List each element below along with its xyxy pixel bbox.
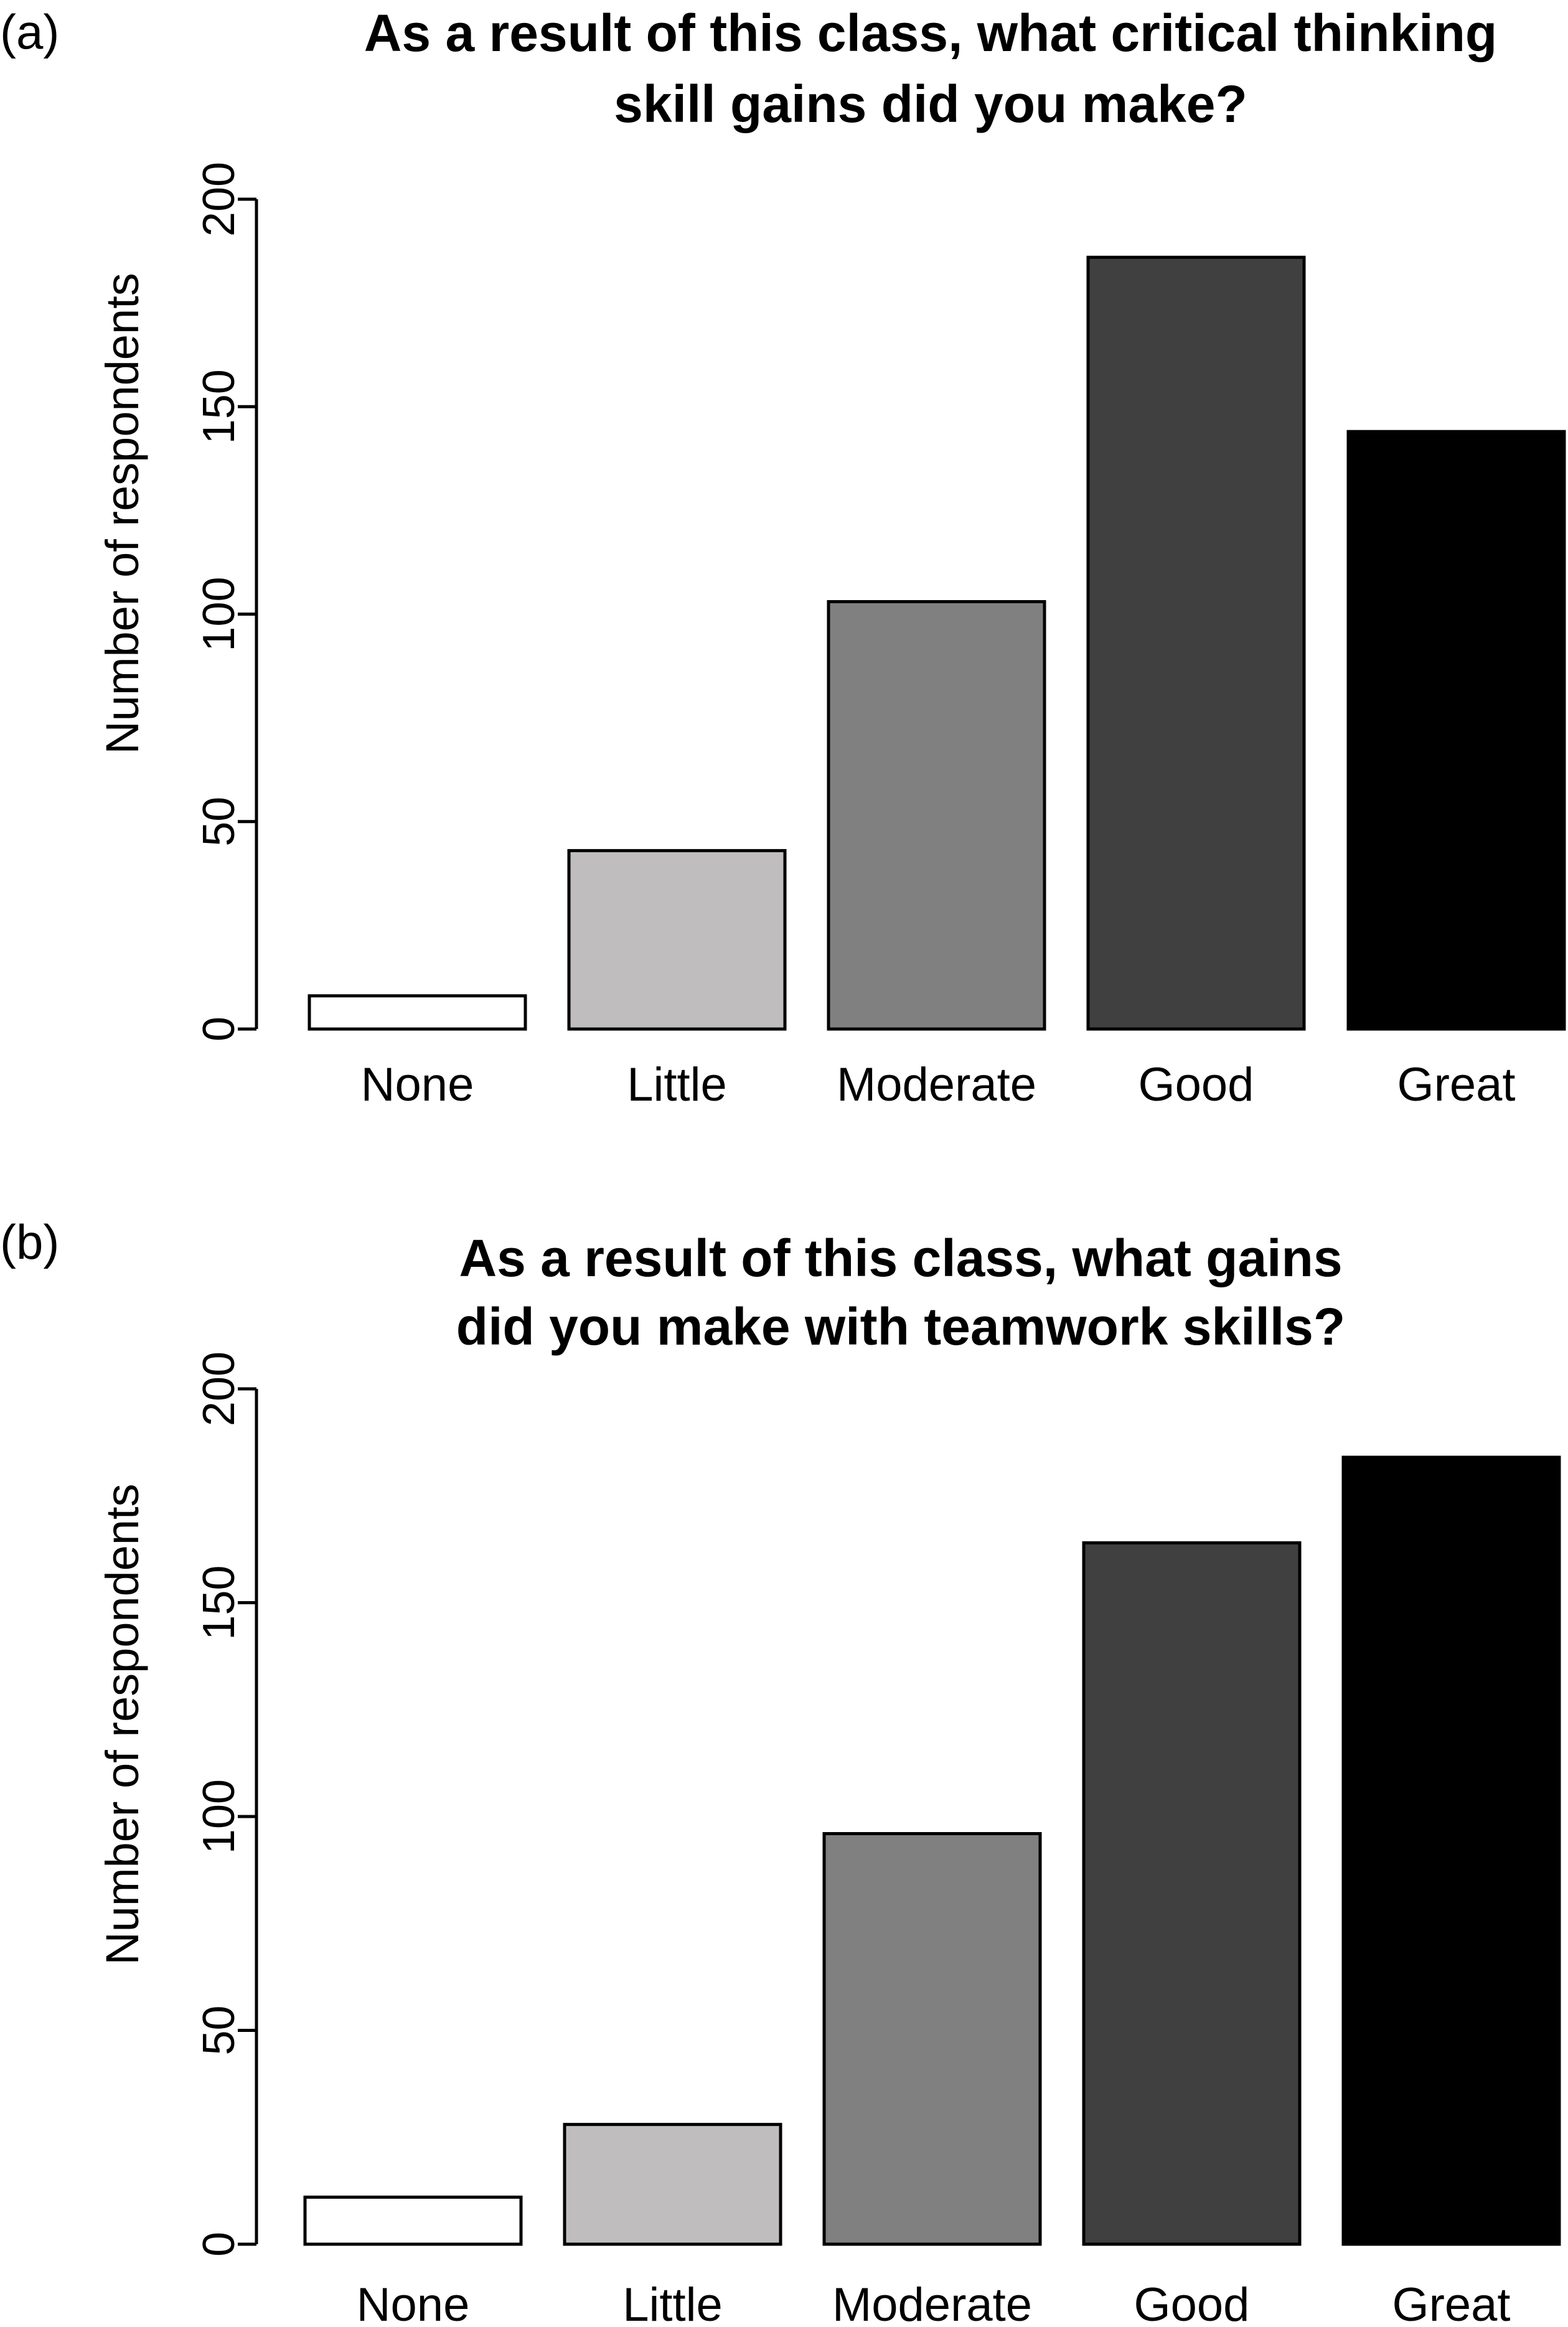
category-label-b-great: Great (1392, 2278, 1510, 2327)
category-labels-a: None Little Moderate Good Great (361, 1058, 1516, 1111)
y-tick-label-a-150: 150 (194, 369, 244, 444)
y-tick-label-a-50: 50 (194, 797, 244, 847)
y-axis-b: 0 50 100 150 200 (194, 1352, 258, 2257)
bars-b (303, 1455, 1561, 2246)
category-labels-b: None Little Moderate Good Great (357, 2278, 1511, 2327)
category-label-a-little: Little (627, 1058, 727, 1111)
category-label-a-none: None (361, 1058, 474, 1111)
y-tick-label-b-100: 100 (194, 1779, 244, 1854)
bar-b-great (1341, 1455, 1561, 2246)
y-tick-label-b-50: 50 (194, 2005, 244, 2055)
bar-a-moderate (827, 600, 1046, 1031)
category-label-b-moderate: Moderate (832, 2278, 1032, 2327)
category-label-a-good: Good (1138, 1058, 1254, 1111)
chart-panel-b: (b) As a result of this class, what gain… (0, 1215, 1561, 2327)
bar-a-little (567, 849, 787, 1031)
y-tick-label-a-200: 200 (194, 162, 244, 237)
bar-a-good (1086, 255, 1306, 1031)
y-tick-label-a-0: 0 (194, 1017, 244, 1041)
panel-label-b: (b) (0, 1215, 59, 1269)
y-axis-a: 0 50 100 150 200 (194, 162, 258, 1041)
chart-title-b-line-2: did you make with teamwork skills? (456, 1297, 1345, 1356)
category-label-b-good: Good (1134, 2278, 1250, 2327)
category-label-b-little: Little (622, 2278, 723, 2327)
chart-panel-a: (a) As a result of this class, what crit… (0, 4, 1566, 1111)
chart-title-a-line-1: As a result of this class, what critical… (364, 4, 1497, 62)
bar-b-little (563, 2123, 782, 2246)
bar-b-none (303, 2195, 523, 2246)
y-axis-label-b: Number of respondents (96, 1483, 148, 1965)
chart-title-a-line-2: skill gains did you make? (614, 75, 1247, 133)
panel-label-a: (a) (0, 4, 59, 59)
category-label-a-great: Great (1397, 1058, 1515, 1111)
bars-a (307, 255, 1566, 1031)
y-tick-label-b-0: 0 (194, 2232, 244, 2257)
y-tick-label-b-200: 200 (194, 1352, 244, 1426)
y-tick-label-b-150: 150 (194, 1565, 244, 1640)
bar-a-none (307, 994, 527, 1031)
chart-title-b-line-1: As a result of this class, what gains (459, 1229, 1342, 1287)
bar-b-good (1082, 1541, 1302, 2246)
bar-b-moderate (822, 1831, 1042, 2246)
bar-a-great (1346, 430, 1566, 1031)
category-label-b-none: None (357, 2278, 470, 2327)
category-label-a-moderate: Moderate (837, 1058, 1036, 1111)
y-axis-label-a: Number of respondents (96, 273, 148, 754)
y-tick-label-a-100: 100 (194, 576, 244, 651)
